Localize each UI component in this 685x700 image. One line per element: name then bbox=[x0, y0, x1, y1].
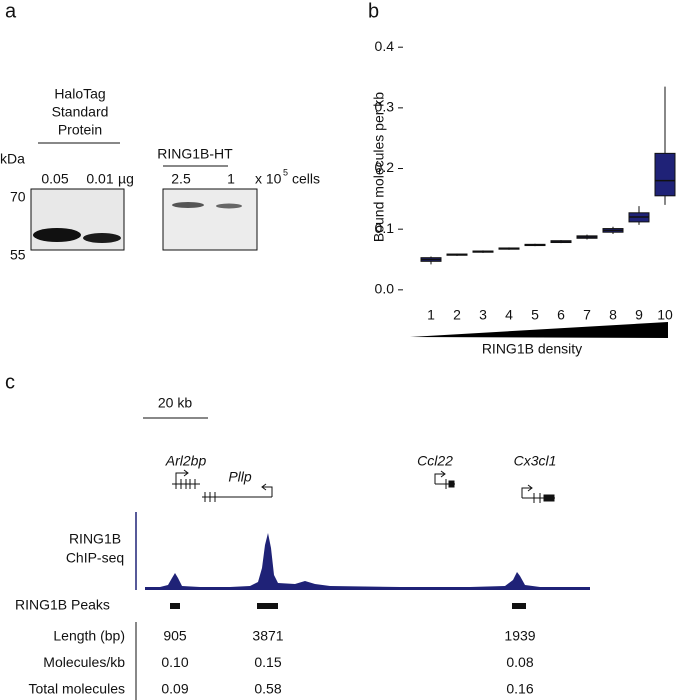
amount-unit: µg bbox=[118, 171, 134, 187]
gene-name: Arl2bp bbox=[165, 453, 207, 469]
panel-label: a bbox=[5, 0, 17, 22]
amount: 1 bbox=[227, 171, 235, 187]
box bbox=[654, 152, 676, 197]
x-tick-label: 3 bbox=[479, 307, 487, 323]
cell: 0.09 bbox=[161, 681, 188, 697]
blot-title: Standard bbox=[52, 104, 109, 120]
cell: 1939 bbox=[504, 628, 535, 644]
blot-title: Protein bbox=[58, 122, 102, 138]
blot bbox=[162, 188, 258, 251]
gene-models bbox=[172, 469, 555, 503]
amount-unit: x 10 bbox=[255, 171, 282, 187]
amount: 0.05 bbox=[41, 171, 68, 187]
cell: 0.58 bbox=[254, 681, 281, 697]
peak bbox=[512, 603, 526, 609]
band bbox=[216, 203, 242, 209]
track-label: ChIP-seq bbox=[66, 550, 124, 566]
y-axis-title: Bound molecules per kb bbox=[371, 92, 387, 242]
band bbox=[83, 233, 121, 243]
x-tick-label: 9 bbox=[635, 307, 643, 323]
cell: 3871 bbox=[252, 628, 283, 644]
cell: 0.10 bbox=[161, 654, 188, 670]
band bbox=[33, 228, 81, 242]
x-tick-label: 1 bbox=[427, 307, 435, 323]
x-tick-label: 6 bbox=[557, 307, 565, 323]
x-tick-label: 10 bbox=[657, 307, 673, 323]
x-tick-label: 4 bbox=[505, 307, 513, 323]
row-label: Length (bp) bbox=[53, 628, 125, 644]
cell: 0.16 bbox=[506, 681, 533, 697]
x-tick-label: 8 bbox=[609, 307, 617, 323]
gene-name: Pllp bbox=[228, 469, 252, 485]
marker: 70 bbox=[10, 189, 26, 205]
cell: 905 bbox=[163, 628, 187, 644]
y-tick-label: 0.2 bbox=[375, 159, 395, 175]
x-axis-title: RING1B density bbox=[482, 341, 582, 357]
y-tick-label: 0.0 bbox=[375, 281, 395, 297]
table: Length (bp) 905 3871 1939 Molecules/kb 0.10 0.… bbox=[29, 628, 536, 697]
x-tick-label: 2 bbox=[453, 307, 461, 323]
y-tick-label: 0.1 bbox=[375, 220, 395, 236]
cell: 0.08 bbox=[506, 654, 533, 670]
y-tick-label: 0.3 bbox=[375, 99, 395, 115]
amount: 0.01 bbox=[86, 171, 113, 187]
peaks-label: RING1B Peaks bbox=[15, 597, 110, 613]
y-tick-label: 0.4 bbox=[375, 38, 395, 54]
x-tick-label: 7 bbox=[583, 307, 591, 323]
density-wedge bbox=[410, 322, 668, 338]
band bbox=[172, 202, 204, 208]
marker: 55 bbox=[10, 247, 26, 263]
blot-title: RING1B-HT bbox=[157, 146, 233, 162]
panel-label: c bbox=[5, 371, 15, 393]
row-label: Total molecules bbox=[29, 681, 126, 697]
gene-name: Ccl22 bbox=[417, 453, 453, 469]
amount-unit-exponent: 5 bbox=[283, 167, 288, 177]
row-label: Molecules/kb bbox=[43, 654, 125, 670]
amount: 2.5 bbox=[171, 171, 191, 187]
track-label: RING1B bbox=[69, 531, 121, 547]
cell: 0.15 bbox=[254, 654, 281, 670]
x-tick-label: 5 bbox=[531, 307, 539, 323]
chip-signal bbox=[145, 533, 590, 590]
amount-unit: cells bbox=[292, 171, 320, 187]
unit: kDa bbox=[0, 151, 25, 167]
peak bbox=[170, 603, 180, 609]
gene-name: Cx3cl1 bbox=[514, 453, 557, 469]
box-plot: 0.0 0.1 0.2 0.3 0.4 1 2 3 4 5 6 7 8 9 10 bbox=[375, 38, 676, 323]
panel-label: b bbox=[368, 0, 379, 22]
blot-title: HaloTag bbox=[54, 86, 105, 102]
peak bbox=[257, 603, 278, 609]
scale-bar-label: 20 kb bbox=[158, 395, 192, 411]
